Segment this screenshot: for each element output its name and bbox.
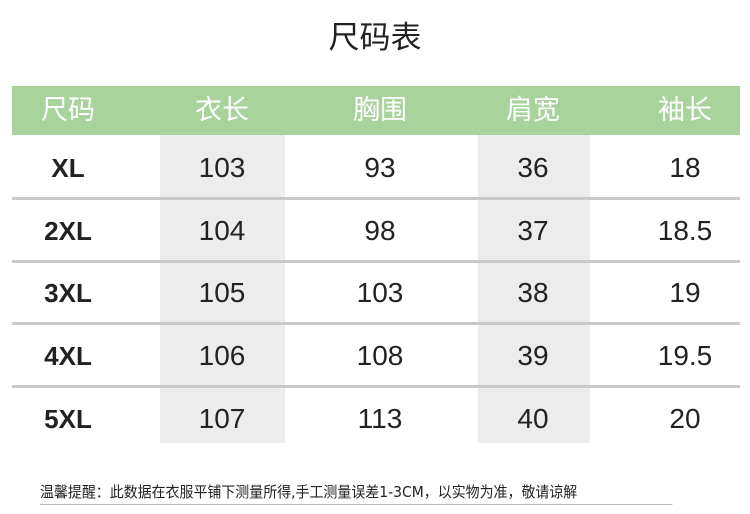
table-cell: 98 (364, 214, 396, 246)
table-row: 4XL 106 108 39 19.5 (12, 324, 740, 386)
page-title: 尺码表 (328, 20, 422, 56)
table-cell: 39 (517, 340, 549, 372)
table-row: XL 103 93 36 18 (12, 136, 740, 198)
table-cell: 107 (198, 402, 246, 434)
size-label: 3XL (44, 278, 92, 309)
table-cell: 38 (517, 277, 549, 309)
table-cell: 18.5 (657, 214, 713, 246)
highlight-column-length (160, 135, 285, 443)
table-row: 2XL 104 98 37 18.5 (12, 199, 740, 261)
footer-note: 温馨提醒：此数据在衣服平铺下测量所得,手工测量误差1-3CM，以实物为准，敬请谅… (40, 481, 673, 505)
size-label: 2XL (44, 215, 92, 246)
table-cell: 18 (669, 152, 701, 183)
highlight-column-shoulder (478, 135, 590, 443)
table-cell: 103 (198, 152, 246, 183)
table-row: 5XL 107 113 40 20 (12, 387, 740, 449)
header-cell: 衣长 (195, 95, 249, 126)
table-cell: 105 (198, 277, 246, 309)
table-cell: 113 (357, 402, 403, 434)
row-divider (12, 259, 740, 263)
row-divider (12, 385, 740, 389)
table-row: 3XL 105 103 38 19 (12, 261, 740, 323)
row-divider (12, 197, 740, 200)
header-cell: 尺码 (41, 95, 95, 126)
table-cell: 19.5 (657, 340, 713, 372)
table-cell: 37 (517, 214, 549, 246)
table-cell: 103 (356, 277, 404, 309)
table-header (12, 86, 740, 135)
header-cell: 袖长 (658, 95, 712, 126)
table-cell: 20 (669, 402, 701, 434)
table-cell: 36 (517, 152, 549, 183)
table-cell: 93 (364, 152, 396, 183)
table-cell: 40 (517, 402, 549, 434)
row-divider (12, 322, 740, 326)
table-cell: 104 (198, 214, 246, 246)
table-cell: 108 (356, 340, 404, 372)
header-cell: 肩宽 (506, 95, 560, 126)
size-label: XL (51, 153, 85, 183)
size-label: 5XL (44, 403, 92, 434)
table-cell: 106 (198, 340, 246, 372)
size-label: 4XL (44, 341, 92, 372)
header-cell: 胸围 (353, 95, 407, 126)
table-cell: 19 (669, 277, 701, 309)
